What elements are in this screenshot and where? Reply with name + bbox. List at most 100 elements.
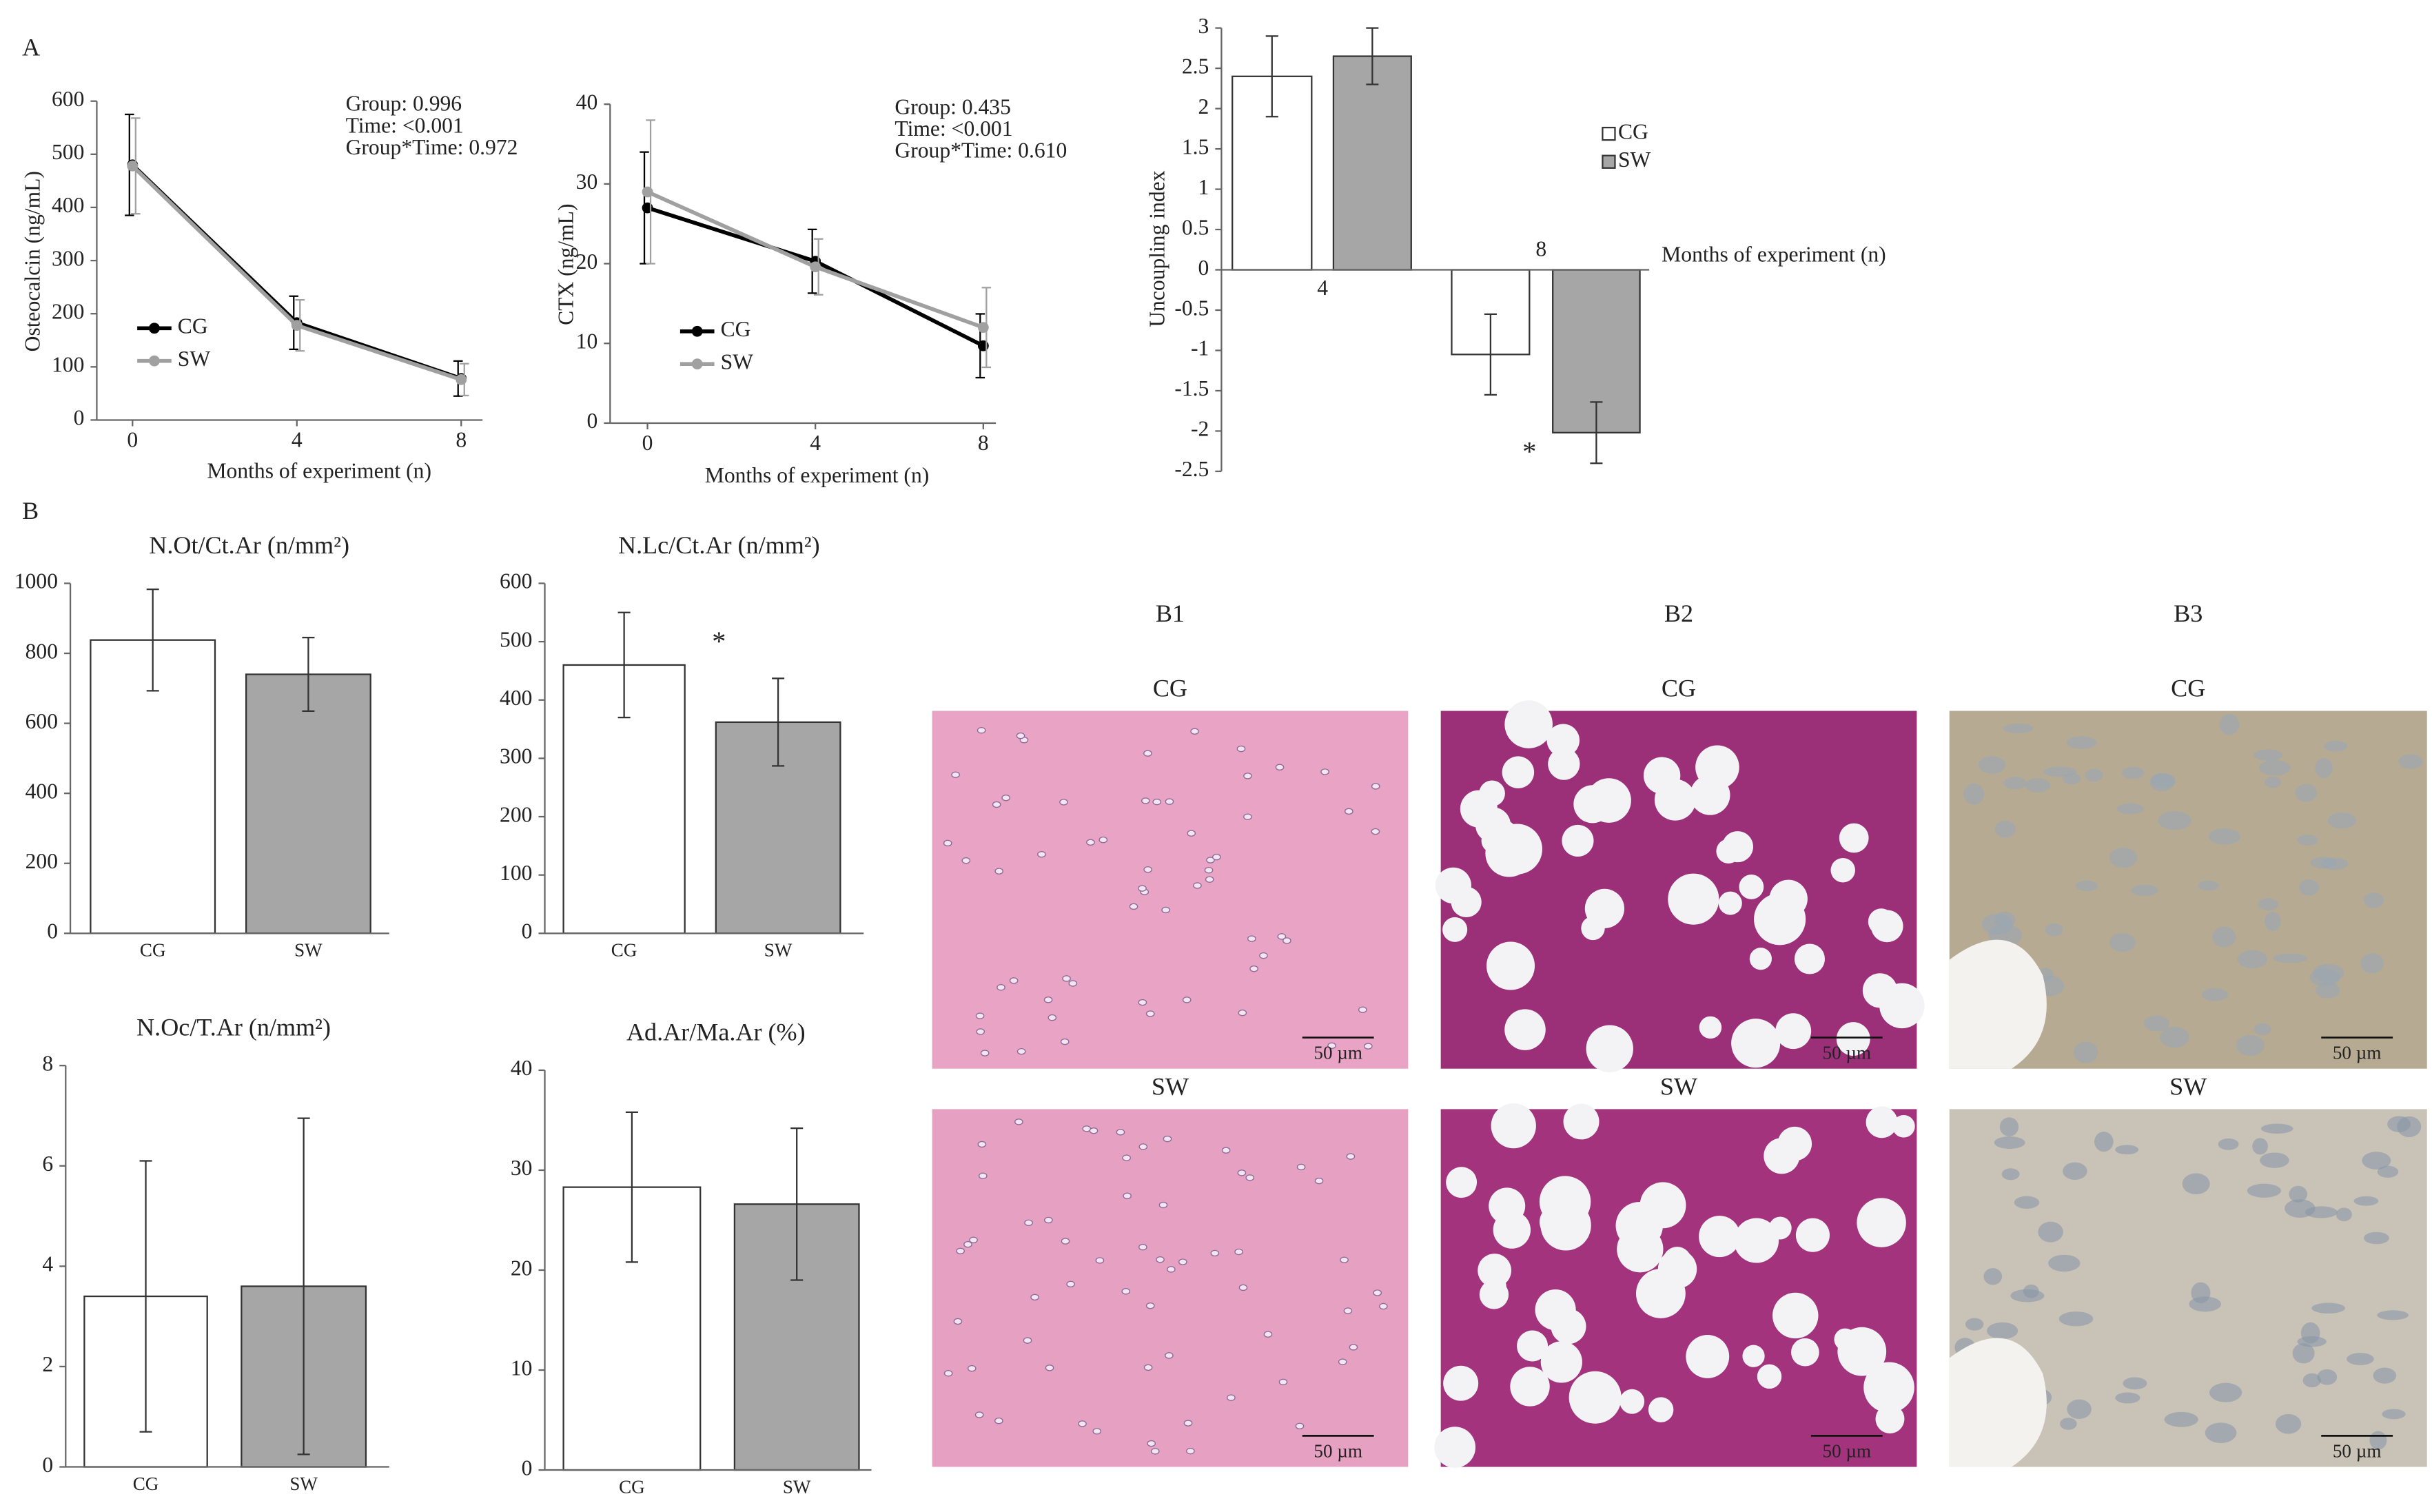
- legend-marker: [691, 325, 703, 337]
- adipocyte: [1699, 1016, 1722, 1039]
- adipocyte: [1535, 1289, 1576, 1331]
- y-tick-label: 2: [42, 1352, 53, 1376]
- cell: [1043, 997, 1053, 1003]
- lacuna: [2360, 953, 2384, 974]
- lacuna: [1963, 783, 1985, 805]
- x-tick-label: CG: [611, 940, 637, 961]
- lacuna: [2237, 950, 2268, 969]
- adipocyte: [1830, 857, 1855, 883]
- adipocyte: [1863, 1362, 1914, 1413]
- x-tick-label: CG: [619, 1476, 645, 1497]
- cell: [977, 727, 986, 734]
- x-tick-label: 0: [642, 431, 653, 455]
- y-tick-label: -1: [1191, 336, 1209, 360]
- cell: [1237, 1169, 1247, 1176]
- cell: [977, 1141, 987, 1148]
- lacuna: [2336, 1207, 2352, 1222]
- cell: [1158, 1201, 1168, 1209]
- lacuna: [2324, 740, 2348, 752]
- lacuna: [2292, 1342, 2315, 1364]
- cell: [1138, 999, 1147, 1006]
- y-tick-label: 200: [52, 299, 84, 323]
- cell: [1259, 952, 1268, 959]
- cell: [992, 801, 1001, 808]
- cell: [1078, 1420, 1087, 1427]
- legend-swatch: [1602, 154, 1616, 169]
- legend-marker: [149, 323, 160, 334]
- cell: [1212, 853, 1221, 861]
- x-tick-label: 8: [456, 427, 467, 451]
- lacuna: [2398, 754, 2423, 769]
- y-tick-label: 6: [42, 1152, 53, 1176]
- cell: [1092, 1428, 1102, 1435]
- cell: [974, 1411, 984, 1418]
- y-tick-label: 10: [511, 1356, 533, 1380]
- lacuna: [1978, 756, 2006, 774]
- y-tick-label: 200: [25, 849, 58, 873]
- data-point: [456, 374, 467, 385]
- y-tick-label: 500: [500, 627, 532, 651]
- cell: [1123, 1192, 1132, 1200]
- cell: [1275, 764, 1285, 771]
- y-tick-label: 0: [42, 1453, 53, 1477]
- y-axis-label: CTX (ng/mL): [554, 204, 578, 325]
- cell: [1349, 1344, 1358, 1351]
- y-tick-label: 800: [25, 639, 58, 663]
- adipocyte: [1491, 1103, 1536, 1149]
- data-point: [127, 160, 139, 172]
- cell: [1187, 830, 1196, 837]
- lacuna: [2075, 880, 2098, 892]
- adipocyte: [1491, 819, 1517, 846]
- data-point: [291, 320, 303, 331]
- cell: [1236, 745, 1246, 753]
- y-tick-label: 30: [576, 170, 598, 194]
- y-tick-label: 600: [500, 569, 532, 593]
- cell: [1066, 1280, 1075, 1288]
- annotation: Group: 0.996: [346, 92, 462, 116]
- bar: [1332, 55, 1412, 271]
- cell: [1358, 1006, 1367, 1013]
- micrograph-panel-label: B1: [1156, 600, 1185, 627]
- cell: [1247, 935, 1256, 942]
- lacuna: [2297, 1336, 2327, 1347]
- series-line: [646, 205, 985, 348]
- adipocyte: [1718, 891, 1742, 915]
- y-tick-label: 0: [1198, 256, 1209, 280]
- cell: [1364, 1043, 1373, 1050]
- cell: [1314, 1177, 1324, 1185]
- cell: [1024, 1219, 1033, 1227]
- lacuna: [1999, 1117, 2019, 1136]
- lacuna: [2252, 1138, 2268, 1155]
- cell: [967, 1365, 977, 1372]
- x-tick-label: SW: [294, 940, 323, 961]
- adipocyte: [1879, 983, 1925, 1029]
- adipocyte: [1586, 1025, 1633, 1072]
- data-point: [810, 261, 821, 273]
- cell: [1373, 1289, 1382, 1296]
- cell: [1182, 997, 1192, 1003]
- cell: [1165, 798, 1174, 805]
- adipocyte: [1648, 1397, 1674, 1422]
- cell: [997, 984, 1005, 991]
- x-tick-label: CG: [133, 1473, 159, 1494]
- y-tick-label: 200: [500, 802, 532, 826]
- lacuna: [2302, 1373, 2321, 1388]
- adipocyte: [1777, 1126, 1812, 1161]
- annotation: Time: <0.001: [895, 116, 1012, 141]
- cell: [1277, 933, 1287, 940]
- annotation: Group*Time: 0.972: [346, 135, 518, 159]
- cell: [1183, 1420, 1193, 1427]
- cell: [953, 1318, 963, 1325]
- y-tick-label: -2.5: [1174, 457, 1209, 481]
- cell: [1238, 1284, 1248, 1291]
- annotation: Group: 0.435: [895, 94, 1011, 119]
- y-tick-label: 0.5: [1182, 215, 1209, 239]
- cell: [1060, 1038, 1070, 1045]
- adipocyte: [1742, 1345, 1765, 1367]
- x-tick-label: 4: [810, 431, 821, 455]
- cell: [1163, 1135, 1172, 1143]
- micrograph-group-label: CG: [2171, 674, 2205, 702]
- adipocyte: [1442, 917, 1468, 942]
- legend-swatch: [1602, 126, 1616, 141]
- lacuna: [2321, 857, 2349, 870]
